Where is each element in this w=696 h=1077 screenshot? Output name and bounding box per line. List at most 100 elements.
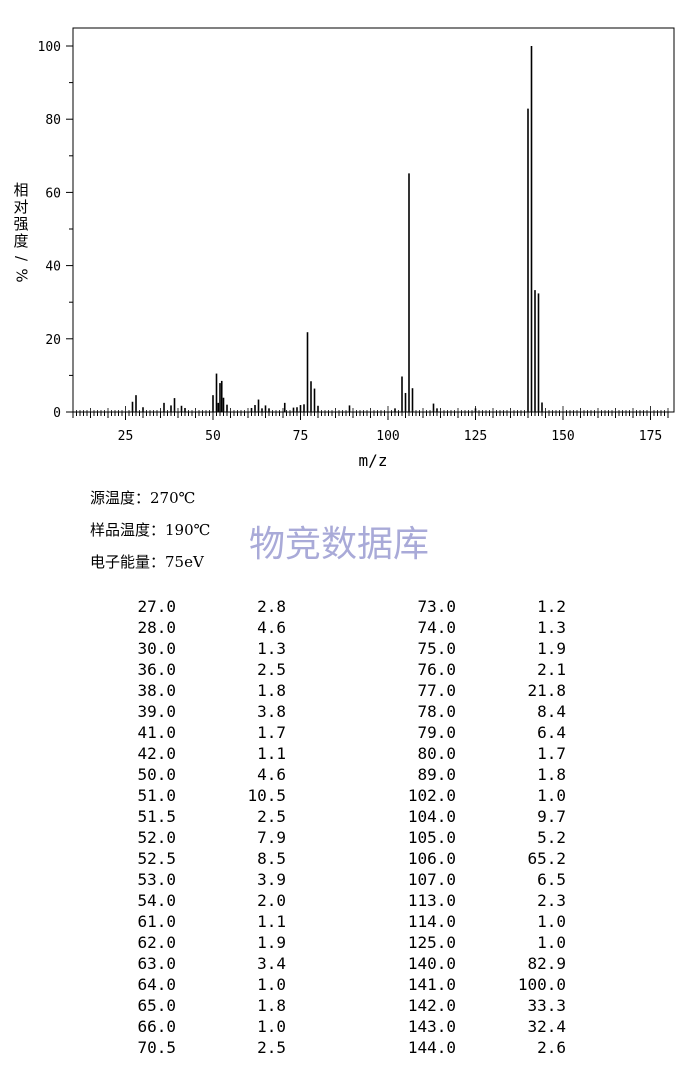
y-label-char: 对 (13, 198, 29, 216)
peak-mz: 75.0 (417, 639, 456, 658)
peak-mz: 105.0 (407, 828, 456, 847)
y-label-char: % (12, 268, 31, 283)
peak-row: 64.0 1.0 (0, 974, 696, 995)
peak-intensity: 1.0 (257, 975, 286, 994)
peak-mz: 61.0 (137, 912, 176, 931)
peak-mz: 144.0 (407, 1038, 456, 1057)
peak-mz: 51.5 (137, 807, 176, 826)
mass-spectrum-chart: 0 20 40 60 80 100 25 50 75 100 125 150 175 m/z (38, 27, 675, 470)
peak-mz: 104.0 (407, 807, 456, 826)
peak-mz: 54.0 (137, 891, 176, 910)
y-tick-label: 80 (45, 113, 61, 128)
x-tick-label: 125 (464, 429, 487, 444)
peak-intensity: 2.0 (257, 891, 286, 910)
x-tick-label: 50 (205, 429, 221, 444)
peak-intensity: 1.3 (537, 618, 566, 637)
peak-intensity: 10.5 (247, 786, 286, 805)
peak-mz: 113.0 (407, 891, 456, 910)
peak-intensity: 6.4 (537, 723, 566, 742)
peak-mz: 42.0 (137, 744, 176, 763)
peak-row: 74.0 1.3 (0, 617, 696, 638)
y-tick-label: 0 (53, 406, 61, 421)
electron-energy: 电子能量：75eV (90, 553, 204, 571)
peak-mz: 66.0 (137, 1017, 176, 1036)
peak-row: 52.5 8.5 (0, 848, 696, 869)
peak-mz: 80.0 (417, 744, 456, 763)
peak-mz: 125.0 (407, 933, 456, 952)
peak-intensity: 1.8 (537, 765, 566, 784)
peak-row: 114.0 1.0 (0, 911, 696, 932)
peak-intensity: 82.9 (527, 954, 566, 973)
peak-intensity: 8.5 (257, 849, 286, 868)
peak-intensity: 1.9 (537, 639, 566, 658)
peak-intensity: 1.7 (537, 744, 566, 763)
peak-mz: 52.5 (137, 849, 176, 868)
peak-mz: 142.0 (407, 996, 456, 1015)
peak-row: 73.0 1.2 (0, 596, 696, 617)
peak-row: 80.0 1.7 (0, 743, 696, 764)
peak-row: 61.0 1.1 (0, 911, 696, 932)
peak-row: 70.5 2.5 (0, 1037, 696, 1058)
peak-row: 65.0 1.8 (0, 995, 696, 1016)
peak-intensity: 1.2 (537, 597, 566, 616)
peak-row: 142.0 33.3 (0, 995, 696, 1016)
peak-mz: 143.0 (407, 1017, 456, 1036)
peak-row: 105.0 5.2 (0, 827, 696, 848)
peak-intensity: 1.7 (257, 723, 286, 742)
peak-mz: 89.0 (417, 765, 456, 784)
peak-mz: 76.0 (417, 660, 456, 679)
spectrum-bars (131, 46, 543, 412)
y-label-char: 强 (13, 215, 29, 233)
peak-row: 39.0 3.8 (0, 701, 696, 722)
peak-row: 141.0 100.0 (0, 974, 696, 995)
peak-mz: 50.0 (137, 765, 176, 784)
peak-intensity: 100.0 (517, 975, 566, 994)
peak-row: 54.0 2.0 (0, 890, 696, 911)
x-tick-label: 150 (551, 429, 574, 444)
peak-intensity: 2.6 (537, 1038, 566, 1057)
peak-row: 89.0 1.8 (0, 764, 696, 785)
y-tick-label: 60 (45, 186, 61, 201)
peak-intensity: 9.7 (537, 807, 566, 826)
peak-intensity: 2.3 (537, 891, 566, 910)
y-label-char: 度 (13, 232, 29, 250)
peak-mz: 141.0 (407, 975, 456, 994)
peak-intensity: 3.4 (257, 954, 286, 973)
x-tick-label: 175 (639, 429, 662, 444)
peak-intensity: 8.4 (537, 702, 566, 721)
peak-intensity: 33.3 (527, 996, 566, 1015)
peak-row: 36.0 2.5 (0, 659, 696, 680)
peak-intensity: 2.5 (257, 660, 286, 679)
peak-intensity: 2.5 (257, 1038, 286, 1057)
peak-intensity: 2.5 (257, 807, 286, 826)
peak-row: 66.0 1.0 (0, 1016, 696, 1037)
peak-row: 102.0 1.0 (0, 785, 696, 806)
peak-intensity: 6.5 (537, 870, 566, 889)
peak-mz: 74.0 (417, 618, 456, 637)
peak-mz: 79.0 (417, 723, 456, 742)
peak-row: 79.0 6.4 (0, 722, 696, 743)
peak-row: 140.0 82.9 (0, 953, 696, 974)
peak-row: 51.0 10.5 (0, 785, 696, 806)
peak-mz: 107.0 (407, 870, 456, 889)
sample-temperature: 样品温度：190℃ (90, 521, 211, 539)
x-tick-label: 100 (376, 429, 399, 444)
peak-mz: 51.0 (137, 786, 176, 805)
peak-mz: 102.0 (407, 786, 456, 805)
peak-mz: 106.0 (407, 849, 456, 868)
peak-mz: 78.0 (417, 702, 456, 721)
y-axis-label: 相 对 强 度 / % (10, 182, 32, 284)
peak-mz: 63.0 (137, 954, 176, 973)
peak-intensity: 1.1 (257, 912, 286, 931)
peak-mz: 140.0 (407, 954, 456, 973)
plot-frame (72, 27, 675, 413)
peak-mz: 114.0 (407, 912, 456, 931)
source-temperature: 源温度：270℃ (90, 489, 196, 507)
peak-intensity: 4.6 (257, 618, 286, 637)
peak-row: 28.0 4.6 (0, 617, 696, 638)
peak-mz: 77.0 (417, 681, 456, 700)
peak-intensity: 32.4 (527, 1017, 566, 1036)
peak-intensity: 21.8 (527, 681, 566, 700)
plot-border (72, 27, 675, 413)
peak-intensity: 7.9 (257, 828, 286, 847)
